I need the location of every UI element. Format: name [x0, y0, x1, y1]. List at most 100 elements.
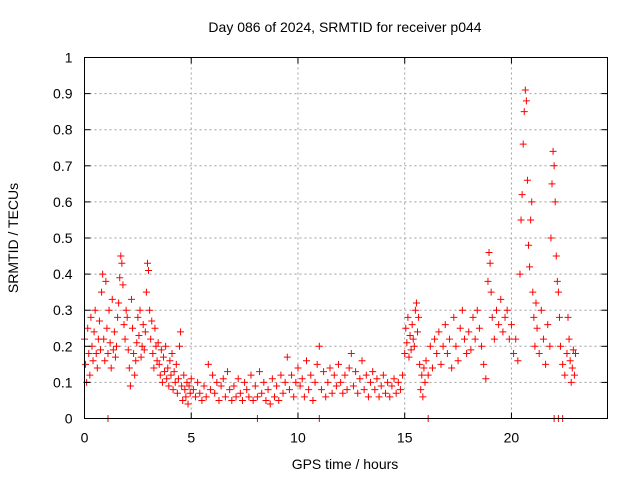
data-point: [343, 386, 351, 394]
data-point: [547, 234, 555, 242]
data-point: [505, 335, 513, 343]
data-point: [349, 382, 357, 390]
data-point: [159, 353, 167, 361]
data-point: [417, 386, 425, 394]
data-point: [544, 321, 552, 329]
data-point: [117, 252, 125, 260]
data-point: [145, 266, 153, 274]
data-point: [570, 371, 578, 379]
data-point: [315, 342, 323, 350]
data-point: [503, 306, 511, 314]
y-tick-label: 0.8: [53, 122, 73, 138]
data-point: [465, 328, 473, 336]
data-point: [148, 317, 156, 325]
data-point: [93, 364, 101, 372]
data-point: [132, 357, 140, 365]
data-point: [364, 393, 372, 401]
data-point: [431, 335, 439, 343]
data-point: [187, 375, 195, 383]
x-tick-label: 5: [187, 430, 195, 446]
data-point: [183, 378, 191, 386]
data-point: [526, 263, 534, 271]
data-point: [399, 371, 407, 379]
data-point: [230, 382, 238, 390]
data-point: [181, 386, 189, 394]
data-point: [135, 331, 143, 339]
data-point: [386, 393, 394, 401]
data-point: [281, 378, 289, 386]
data-point: [294, 364, 302, 372]
data-point: [510, 350, 518, 358]
y-tick-label: 1: [65, 50, 73, 66]
data-point: [345, 364, 353, 372]
data-point: [416, 360, 424, 368]
data-point: [102, 277, 110, 285]
data-point: [196, 389, 204, 397]
data-point: [125, 364, 133, 372]
data-point: [557, 342, 565, 350]
data-point: [118, 259, 126, 267]
x-axis-label: GPS time / hours: [292, 456, 399, 472]
data-point: [379, 371, 387, 379]
data-point: [362, 371, 370, 379]
data-point: [258, 389, 266, 397]
data-point: [403, 339, 411, 347]
data-point: [478, 342, 486, 350]
data-point: [124, 346, 132, 354]
data-point: [202, 393, 210, 401]
data-point: [458, 306, 466, 314]
data-point: [499, 328, 507, 336]
data-point: [172, 360, 180, 368]
data-point: [133, 339, 141, 347]
data-point: [166, 357, 174, 365]
data-point: [507, 321, 515, 329]
data-point: [396, 386, 404, 394]
data-point: [347, 350, 355, 358]
data-point: [98, 288, 106, 296]
data-point: [158, 378, 166, 386]
data-point: [554, 288, 562, 296]
data-point: [311, 378, 319, 386]
data-point: [412, 299, 420, 307]
data-point: [326, 364, 334, 372]
data-point: [179, 396, 187, 404]
data-point: [533, 324, 541, 332]
data-point: [426, 342, 434, 350]
data-point: [177, 328, 185, 336]
data-point: [171, 378, 179, 386]
data-point: [519, 140, 527, 148]
data-point: [446, 335, 454, 343]
data-point: [443, 350, 451, 358]
data-point: [460, 335, 468, 343]
data-point: [87, 313, 95, 321]
data-point: [121, 335, 129, 343]
data-point: [384, 378, 392, 386]
data-point: [390, 375, 398, 383]
data-point: [531, 342, 539, 350]
y-tick-label: 0.4: [53, 266, 73, 282]
data-point: [110, 328, 118, 336]
data-point: [566, 357, 574, 365]
data-point: [388, 382, 396, 390]
data-point: [551, 198, 559, 206]
data-point: [136, 306, 144, 314]
x-tick-label: 0: [81, 430, 89, 446]
data-point: [224, 368, 232, 376]
data-point: [194, 378, 202, 386]
data-point: [298, 375, 306, 383]
data-point: [482, 375, 490, 383]
data-point: [516, 270, 524, 278]
data-point: [243, 386, 251, 394]
data-point: [162, 342, 170, 350]
data-point: [320, 368, 328, 376]
data-point: [552, 252, 560, 260]
data-point: [82, 360, 90, 368]
data-point: [103, 324, 111, 332]
y-tick-label: 0.7: [53, 158, 73, 174]
data-point: [90, 328, 98, 336]
data-point: [317, 386, 325, 394]
data-point: [421, 378, 429, 386]
data-point: [129, 324, 137, 332]
x-tick-label: 20: [504, 430, 520, 446]
data-point: [151, 324, 159, 332]
